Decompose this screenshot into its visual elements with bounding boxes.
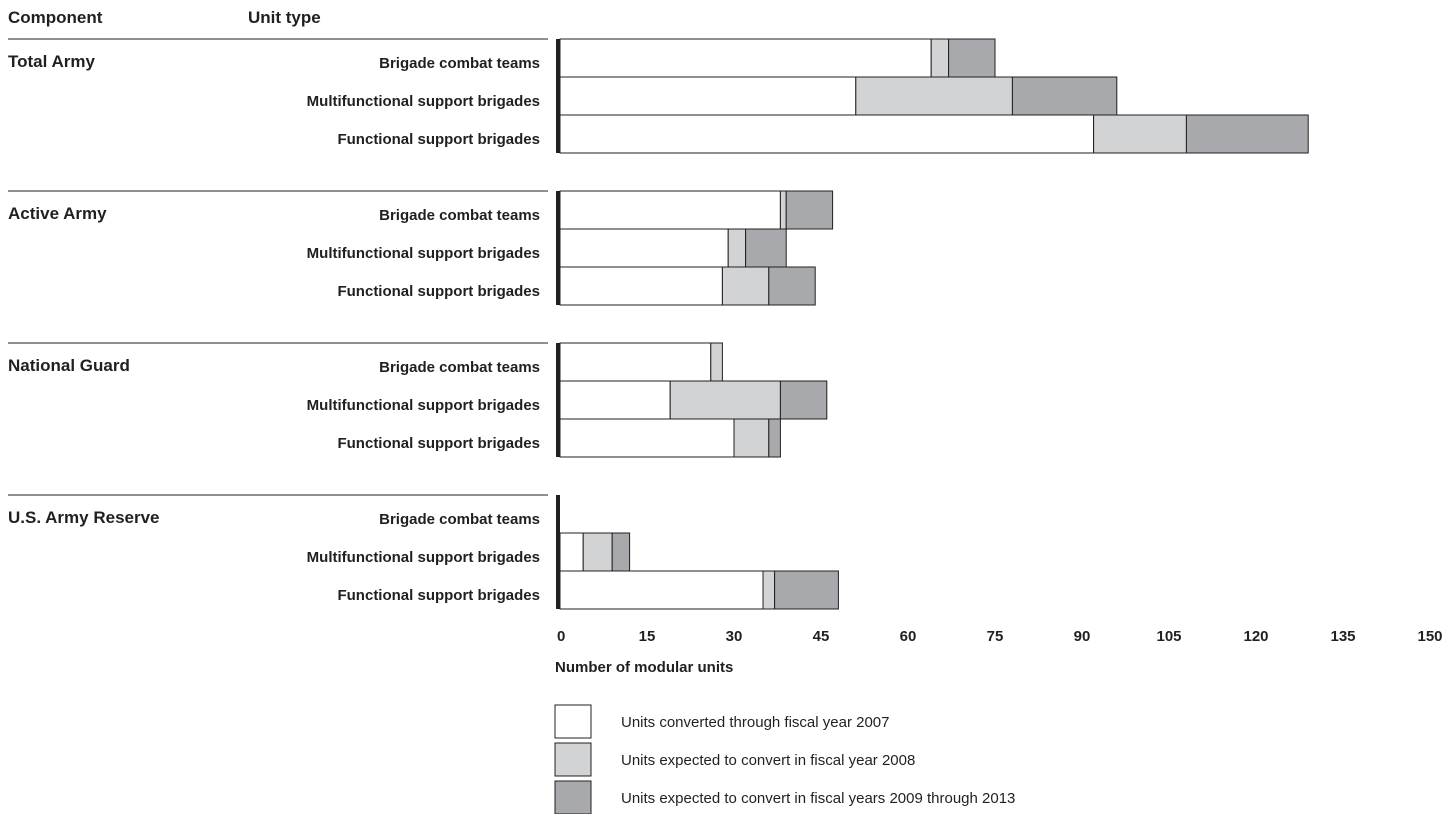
- component-column-header: Component: [8, 8, 103, 27]
- legend-entry: Units expected to convert in fiscal year…: [621, 752, 915, 769]
- unit-type-label: Brigade combat teams: [379, 207, 540, 224]
- bar-segment: [855, 76, 1013, 116]
- bar-segment: [582, 532, 613, 572]
- bar-segment: [559, 380, 671, 420]
- bar-segment: [559, 266, 723, 306]
- unit-type-label: Multifunctional support brigades: [307, 549, 540, 566]
- x-tick-label: 120: [1243, 628, 1268, 645]
- x-tick-label: 150: [1417, 628, 1442, 645]
- bar-segment: [611, 532, 631, 572]
- x-tick-label: 135: [1330, 628, 1355, 645]
- bar-segment: [559, 532, 584, 572]
- component-label: National Guard: [8, 356, 130, 375]
- x-tick-label: 15: [639, 628, 656, 645]
- unit-type-label: Multifunctional support brigades: [307, 93, 540, 110]
- bar-segment: [785, 190, 834, 230]
- legend-swatch: [554, 704, 592, 739]
- x-axis-title: Number of modular units: [555, 659, 733, 676]
- unit-type-label: Brigade combat teams: [379, 55, 540, 72]
- legend-entry: Units expected to convert in fiscal year…: [621, 790, 1015, 807]
- unit-type-label: Brigade combat teams: [379, 359, 540, 376]
- unit-type-label: Functional support brigades: [337, 283, 540, 300]
- bar-segment: [559, 114, 1095, 154]
- bar-segment: [559, 76, 857, 116]
- bar-segment: [733, 418, 770, 458]
- bar-segment: [774, 570, 839, 610]
- unit-type-label: Functional support brigades: [337, 131, 540, 148]
- x-tick-label: 30: [726, 628, 743, 645]
- unit-type-label: Multifunctional support brigades: [307, 397, 540, 414]
- bar-segment: [1185, 114, 1309, 154]
- bar-segment: [768, 266, 816, 306]
- bar-segment: [710, 342, 723, 382]
- unit-type-label: Functional support brigades: [337, 435, 540, 452]
- component-label: U.S. Army Reserve: [8, 508, 160, 527]
- x-tick-label: 90: [1074, 628, 1091, 645]
- bar-segment: [779, 190, 787, 230]
- bar-segment: [721, 266, 770, 306]
- bar-segment: [768, 418, 781, 458]
- component-label: Total Army: [8, 52, 95, 71]
- bar-segment: [559, 342, 712, 382]
- x-tick-label: 60: [900, 628, 917, 645]
- bar-segment: [745, 228, 787, 268]
- bar-segment: [779, 380, 828, 420]
- x-tick-label: 75: [987, 628, 1004, 645]
- x-tick-label: 105: [1156, 628, 1181, 645]
- unit-type-label: Multifunctional support brigades: [307, 245, 540, 262]
- x-tick-label: 45: [813, 628, 830, 645]
- bar-segment: [930, 38, 950, 78]
- bar-segment: [948, 38, 996, 78]
- bar-segment: [762, 570, 776, 610]
- legend-swatch: [554, 780, 592, 814]
- unit-type-label: Brigade combat teams: [379, 511, 540, 528]
- bar-segment: [669, 380, 781, 420]
- bar-segment: [559, 228, 729, 268]
- legend-entry: Units converted through fiscal year 2007: [621, 714, 889, 731]
- bar-segment: [559, 418, 735, 458]
- bar-segment: [559, 190, 781, 230]
- bar-segment: [1093, 114, 1187, 154]
- legend-swatch: [554, 742, 592, 777]
- unit-type-label: Functional support brigades: [337, 587, 540, 604]
- bar-segment: [559, 570, 764, 610]
- bar-segment: [727, 228, 747, 268]
- bar-segment: [1011, 76, 1118, 116]
- x-tick-label: 0: [557, 628, 565, 645]
- component-label: Active Army: [8, 204, 107, 223]
- bar-segment: [559, 38, 932, 78]
- unit-type-column-header: Unit type: [248, 8, 321, 27]
